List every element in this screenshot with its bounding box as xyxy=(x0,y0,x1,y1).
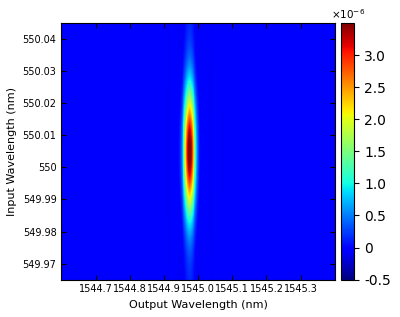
Title: $\times10^{-6}$: $\times10^{-6}$ xyxy=(331,7,365,21)
Y-axis label: Input Wavelength (nm): Input Wavelength (nm) xyxy=(7,87,17,216)
X-axis label: Output Wavelength (nm): Output Wavelength (nm) xyxy=(129,300,268,310)
